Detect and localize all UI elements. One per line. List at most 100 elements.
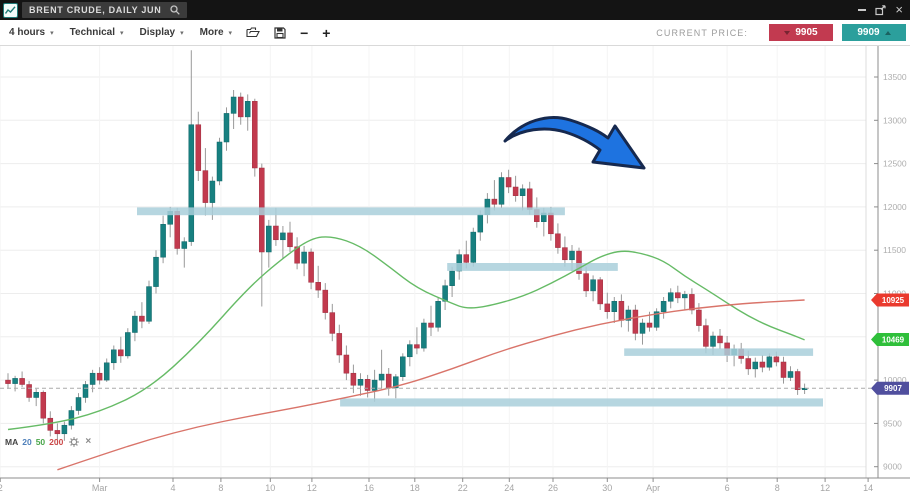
- candle-body: [407, 344, 413, 358]
- candles-layer: [5, 50, 808, 446]
- candle-body: [456, 254, 462, 272]
- down-trend-arrow[interactable]: [503, 116, 646, 170]
- date-tick-label: 16: [364, 483, 374, 493]
- candle-body: [604, 303, 611, 312]
- candle-body: [682, 294, 688, 299]
- candle-body: [40, 392, 47, 419]
- candle-body: [54, 430, 61, 435]
- price-tick-label: 13500: [883, 72, 907, 82]
- technical-menu[interactable]: Technical ▾: [70, 27, 124, 38]
- candle-body: [223, 113, 230, 143]
- price-tag-value: 9907: [884, 384, 902, 393]
- candle-body: [230, 96, 237, 114]
- candle-body: [611, 301, 618, 312]
- restore-button[interactable]: [875, 4, 887, 16]
- current-price-area: CURRENT PRICE: 9905 9909: [656, 24, 906, 41]
- search-icon[interactable]: [170, 5, 181, 15]
- bid-price-badge[interactable]: 9905: [769, 24, 833, 41]
- close-button[interactable]: ×: [895, 2, 903, 17]
- save-button[interactable]: [274, 26, 286, 39]
- price-tag-value: 10469: [882, 336, 905, 345]
- candle-body: [287, 232, 293, 248]
- sr-zone[interactable]: [340, 398, 823, 407]
- gear-icon[interactable]: [69, 437, 80, 447]
- display-menu[interactable]: Display ▾: [140, 27, 184, 38]
- candle-body: [118, 349, 124, 357]
- candle-body: [660, 301, 667, 312]
- date-tick-label: 22: [458, 483, 468, 493]
- candle-body: [675, 292, 681, 299]
- candle-body: [371, 379, 378, 391]
- date-tick-label: 10: [265, 483, 275, 493]
- date-axis: 2 Mar 4 8 10 12 16 18 22 24 26 30 Apr 6 8 12 14: [0, 478, 873, 493]
- timeframe-menu[interactable]: 4 hours ▾: [9, 27, 54, 38]
- price-tag-value: 10925: [882, 296, 905, 305]
- candle-body: [667, 292, 674, 302]
- candle-body: [33, 392, 39, 398]
- candle-body: [237, 96, 244, 118]
- arrow-down-icon: [784, 30, 791, 35]
- candle-body: [364, 379, 371, 391]
- window-controls: ×: [858, 0, 903, 20]
- zoom-out-button[interactable]: −: [300, 24, 309, 41]
- candle-body: [315, 282, 321, 291]
- candle-body: [26, 384, 32, 398]
- candle-body: [505, 177, 512, 188]
- date-tick-label: 6: [725, 483, 730, 493]
- date-tick-label: 4: [170, 483, 175, 493]
- date-grid: [0, 45, 826, 478]
- price-tick-label: 11500: [883, 245, 906, 255]
- candle-body: [449, 270, 455, 286]
- axes: [0, 45, 910, 479]
- candle-body: [111, 349, 117, 364]
- candle-body: [745, 358, 752, 370]
- more-menu-label: More: [199, 27, 224, 38]
- date-tick-label: Mar: [92, 483, 108, 493]
- price-tag: [871, 293, 909, 307]
- candle-body: [794, 371, 801, 390]
- ma200-line: [57, 299, 805, 471]
- candle-body: [787, 371, 794, 378]
- minimize-button[interactable]: [858, 9, 867, 11]
- candle-body: [548, 212, 554, 235]
- candle-body: [512, 186, 519, 196]
- candle-body: [125, 332, 131, 357]
- open-folder-button[interactable]: [246, 27, 260, 38]
- ma-period-20[interactable]: 20: [22, 437, 32, 447]
- candle-body: [801, 387, 808, 390]
- candle-body: [625, 309, 632, 321]
- ma-period-50[interactable]: 50: [35, 437, 46, 447]
- candle-body: [103, 362, 110, 381]
- ask-price-badge[interactable]: 9909: [842, 24, 906, 41]
- candle-body: [280, 232, 286, 241]
- arrow-up-icon: [884, 30, 891, 35]
- candle-body: [491, 198, 498, 205]
- price-grid: [0, 76, 866, 468]
- date-tick-label: 14: [863, 483, 873, 493]
- zoom-in-button[interactable]: +: [322, 24, 331, 41]
- candle-body: [477, 214, 484, 233]
- candle-body: [329, 312, 336, 334]
- price-tick-label: 13000: [883, 115, 907, 125]
- price-tick-label: 12000: [883, 202, 907, 212]
- candle-body: [160, 224, 166, 258]
- date-tick-label: 8: [775, 483, 780, 493]
- candle-body: [752, 361, 759, 370]
- symbol-title-box[interactable]: BRENT CRUDE, DAILY JUN: [22, 2, 188, 18]
- candle-body: [181, 241, 188, 249]
- sr-zone[interactable]: [624, 348, 814, 356]
- ma-period-200[interactable]: 200: [49, 437, 64, 447]
- more-menu[interactable]: More ▾: [200, 27, 232, 38]
- date-tick-label: 12: [820, 483, 830, 493]
- sr-zone[interactable]: [447, 263, 618, 271]
- candle-body: [89, 372, 96, 385]
- candle-body: [414, 344, 420, 349]
- remove-indicator-icon[interactable]: ×: [85, 436, 92, 447]
- ma-legend-label: MA: [5, 437, 19, 447]
- candle-body: [435, 301, 441, 328]
- candle-body: [139, 315, 145, 322]
- candle-body: [519, 188, 526, 196]
- sr-zone[interactable]: [137, 207, 565, 216]
- save-icon: [274, 26, 286, 39]
